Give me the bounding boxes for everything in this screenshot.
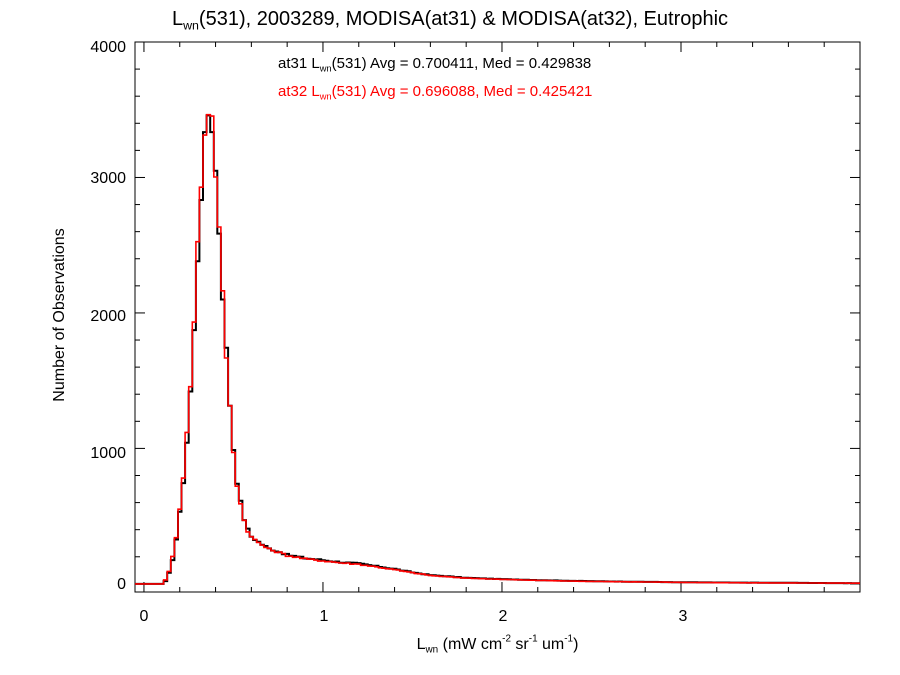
y-tick-label: 1000 <box>90 445 126 462</box>
x-tick-label: 1 <box>319 608 329 625</box>
x-axis-label: Lwn (mW cm-2 sr-1 um-1) <box>416 633 579 656</box>
legend-entry-at32: at32 Lwn(531) Avg = 0.696088, Med = 0.42… <box>278 83 593 102</box>
axis-ticks <box>135 41 860 592</box>
plot-frame <box>134 41 861 593</box>
legend-entry-at31: at31 Lwn(531) Avg = 0.700411, Med = 0.42… <box>278 55 592 74</box>
y-tick-label: 2000 <box>90 308 126 325</box>
x-tick-label: 0 <box>139 608 149 625</box>
y-tick-label: 4000 <box>90 39 126 56</box>
y-tick-label: 3000 <box>90 170 126 187</box>
data-series <box>135 113 860 585</box>
x-tick-label: 2 <box>498 608 508 625</box>
y-axis-label: Number of Observations <box>51 228 68 402</box>
y-tick-label: 0 <box>117 576 126 593</box>
chart-title: Lwn(531), 2003289, MODISA(at31) & MODISA… <box>171 8 729 33</box>
series-at32-line <box>135 113 860 585</box>
series-at31-line <box>135 114 860 585</box>
x-tick-label: 3 <box>678 608 688 625</box>
